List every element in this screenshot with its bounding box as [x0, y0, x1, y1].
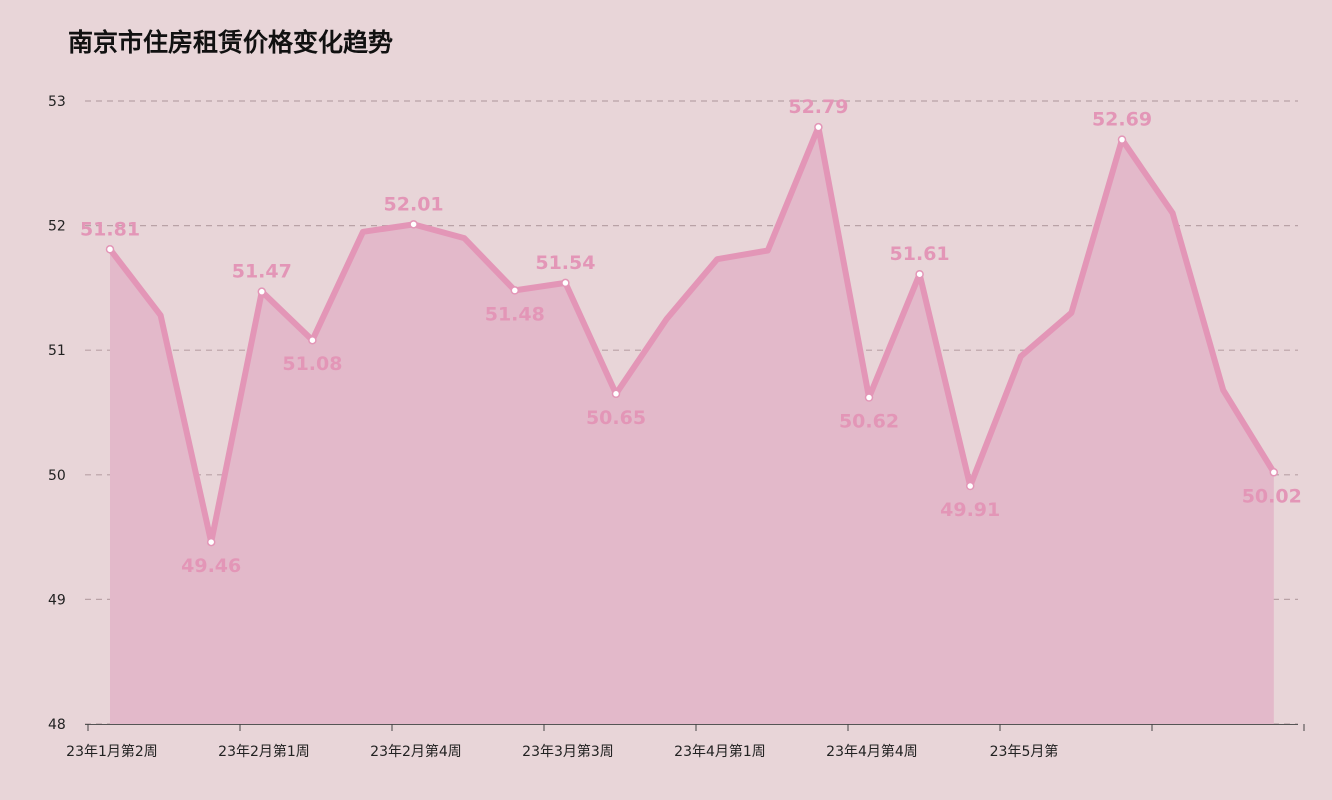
- y-tick-label: 49: [48, 592, 66, 608]
- data-point: [611, 389, 621, 399]
- data-label: 50.65: [586, 407, 646, 429]
- data-point: [409, 220, 418, 229]
- data-point: [1269, 468, 1279, 477]
- y-tick-label: 52: [48, 219, 66, 235]
- data-label: 49.91: [940, 499, 1000, 521]
- data-label: 51.54: [535, 252, 595, 274]
- y-tick-label: 53: [48, 94, 66, 110]
- x-tick-label: 23年1月第2周: [66, 743, 158, 760]
- data-labels: 51.81 49.46 51.47 51.08 52.01 51.48 51.54 50.65…: [80, 96, 1302, 577]
- area-fill: [110, 127, 1274, 724]
- chart-title: 南京市住房租赁价格变化趋势: [68, 28, 393, 57]
- data-label: 52.79: [788, 96, 848, 118]
- y-tick-label: 50: [48, 468, 66, 484]
- data-point: [864, 393, 874, 402]
- data-label: 51.61: [890, 243, 950, 265]
- x-tick-label: 23年3月第3周: [522, 743, 614, 760]
- y-tick-label: 48: [48, 717, 66, 733]
- data-point: [105, 245, 115, 254]
- x-axis: 23年1月第2周 23年2月第1周 23年2月第4周 23年3月第3周 23年4月第1周…: [66, 724, 1305, 760]
- series-line: [107, 124, 1277, 546]
- data-label: 51.47: [232, 261, 292, 283]
- data-label: 50.62: [839, 411, 899, 433]
- data-point: [915, 269, 924, 279]
- x-tick-label: 23年4月第1周: [674, 743, 766, 760]
- data-label: 51.08: [282, 353, 342, 375]
- data-point: [965, 481, 975, 491]
- data-point: [308, 335, 317, 345]
- y-axis: 48 49 50 51 52 53: [48, 94, 66, 733]
- data-point: [206, 537, 216, 547]
- data-label: 52.69: [1092, 109, 1152, 131]
- x-tick-label: 23年4月第4周: [826, 743, 918, 760]
- data-label: 50.02: [1242, 485, 1302, 507]
- x-tick-label: 23年2月第4周: [370, 743, 462, 760]
- x-tick-label: 23年5月第: [990, 743, 1059, 760]
- data-point: [561, 278, 570, 288]
- data-point: [1117, 135, 1127, 144]
- data-points: [105, 122, 1279, 547]
- y-tick-label: 51: [48, 343, 66, 359]
- data-point: [814, 122, 823, 132]
- data-point: [510, 286, 520, 295]
- x-tick-label: 23年2月第1周: [218, 743, 310, 760]
- data-point: [257, 287, 267, 296]
- data-label: 51.81: [80, 218, 140, 240]
- data-label: 52.01: [384, 193, 444, 215]
- data-label: 51.48: [485, 303, 545, 325]
- data-label: 49.46: [181, 555, 241, 577]
